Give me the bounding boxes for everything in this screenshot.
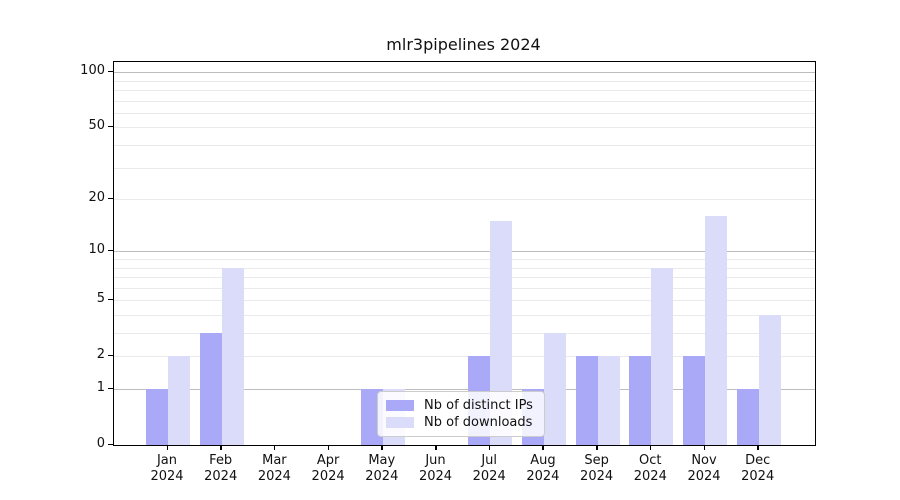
y-tick-mark — [108, 298, 113, 301]
minor-gridline — [114, 267, 815, 269]
minor-gridline — [114, 356, 815, 358]
x-tick-mark-may — [381, 445, 383, 450]
x-tick-mark-jan — [166, 445, 168, 450]
bar-feb-distinct-ips — [199, 333, 222, 445]
legend-item-distinct-ips: Nb of distinct IPs — [386, 397, 536, 414]
minor-gridline — [114, 127, 815, 129]
y-tick-label-50: 50 — [88, 118, 105, 134]
y-tick-label-5: 5 — [96, 291, 105, 307]
minor-gridline — [114, 90, 815, 91]
x-tick-label-apr: Apr 2024 — [311, 453, 345, 484]
bar-aug-downloads — [543, 333, 566, 445]
y-tick-mark — [108, 70, 113, 73]
legend-swatch-downloads — [386, 417, 414, 428]
bar-nov-downloads — [705, 216, 727, 445]
bar-oct-downloads — [651, 267, 674, 445]
x-tick-label-dec: Dec 2024 — [741, 453, 775, 484]
legend-label-distinct-ips: Nb of distinct IPs — [424, 398, 533, 413]
major-gridline — [114, 251, 815, 253]
minor-gridline — [114, 112, 815, 114]
x-tick-label-may: May 2024 — [365, 453, 399, 484]
y-tick-label-10: 10 — [88, 242, 105, 258]
y-tick-label-100: 100 — [80, 63, 105, 79]
y-tick-label-2: 2 — [96, 347, 105, 363]
x-tick-label-sep: Sep 2024 — [580, 453, 614, 484]
x-tick-mark-jul — [488, 445, 491, 450]
bar-jan-downloads — [168, 356, 190, 445]
plot-area — [113, 61, 816, 446]
minor-gridline — [114, 167, 815, 169]
x-tick-label-nov: Nov 2024 — [687, 453, 721, 484]
legend-swatch-distinct-ips — [386, 400, 414, 411]
minor-gridline — [114, 100, 815, 102]
chart-title: mlr3pipelines 2024 — [386, 35, 541, 54]
x-tick-label-jul: Jul 2024 — [472, 453, 506, 484]
bar-jul-downloads — [490, 221, 513, 445]
x-tick-mark-nov — [703, 445, 705, 450]
x-tick-mark-sep — [596, 445, 598, 450]
major-gridline — [114, 389, 815, 390]
x-tick-mark-oct — [649, 445, 652, 450]
x-tick-label-oct: Oct 2024 — [633, 453, 667, 484]
x-tick-mark-mar — [273, 445, 276, 450]
bar-sep-distinct-ips — [575, 356, 598, 445]
legend-label-downloads: Nb of downloads — [424, 415, 533, 430]
minor-gridline — [114, 315, 815, 316]
bar-jan-distinct-ips — [146, 389, 168, 445]
x-tick-label-jun: Jun 2024 — [418, 453, 453, 484]
x-tick-mark-apr — [327, 445, 330, 450]
bar-feb-downloads — [221, 267, 244, 445]
bar-oct-distinct-ips — [629, 356, 652, 445]
y-tick-mark — [108, 387, 113, 389]
y-tick-mark — [108, 249, 113, 252]
y-tick-mark — [108, 125, 113, 128]
minor-gridline — [114, 199, 815, 201]
y-tick-mark — [108, 354, 113, 357]
bar-dec-downloads — [758, 315, 781, 445]
bar-nov-distinct-ips — [683, 356, 705, 445]
minor-gridline — [114, 80, 815, 82]
bar-dec-distinct-ips — [736, 389, 759, 445]
y-tick-label-1: 1 — [96, 380, 105, 395]
x-tick-label-feb: Feb 2024 — [204, 453, 238, 484]
major-gridline — [114, 72, 815, 74]
minor-gridline — [114, 277, 815, 278]
y-tick-label-20: 20 — [88, 190, 105, 206]
y-tick-mark — [108, 443, 113, 445]
minor-gridline — [114, 300, 815, 302]
y-tick-label-0: 0 — [96, 436, 105, 451]
bar-sep-downloads — [597, 356, 620, 445]
minor-gridline — [114, 287, 815, 289]
legend-item-downloads: Nb of downloads — [386, 414, 536, 431]
x-tick-label-mar: Mar 2024 — [257, 453, 291, 484]
y-tick-mark — [108, 197, 113, 200]
minor-gridline — [114, 259, 815, 260]
legend: Nb of distinct IPs Nb of downloads — [377, 391, 545, 437]
x-tick-mark-jun — [435, 445, 437, 450]
minor-gridline — [114, 333, 815, 334]
x-tick-mark-feb — [220, 445, 222, 450]
x-tick-mark-dec — [757, 445, 759, 450]
minor-gridline — [114, 145, 815, 146]
x-tick-label-jan: Jan 2024 — [150, 453, 184, 484]
x-tick-label-aug: Aug 2024 — [526, 453, 560, 484]
x-tick-mark-aug — [542, 445, 544, 450]
